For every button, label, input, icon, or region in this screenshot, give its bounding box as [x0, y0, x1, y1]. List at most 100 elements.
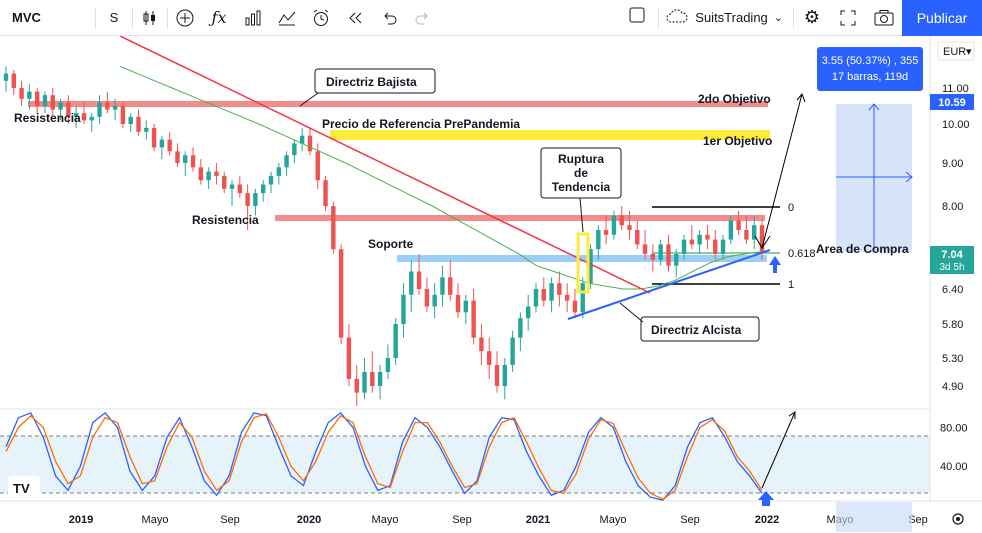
candle-body: [681, 239, 687, 254]
uptrend-line: [567, 249, 771, 320]
layout-name-label: SuitsTrading: [695, 10, 768, 25]
candle-body: [689, 239, 695, 245]
directriz-bajista-label: Directriz Bajista: [326, 75, 417, 89]
candle-body: [198, 167, 204, 181]
sma-line: [119, 65, 763, 290]
symbol-search[interactable]: MVC: [12, 10, 41, 25]
support-line: [397, 255, 767, 262]
time-tick-label: 2020: [297, 514, 321, 526]
measure-box: 3.55 (50.37%) , 355 17 barras, 119d: [817, 47, 923, 91]
candlestick-series: [3, 66, 765, 406]
candle-body: [393, 324, 398, 358]
resistencia-label-upper: Resistencia: [14, 111, 81, 125]
candle-body: [720, 239, 726, 254]
breakout-highlight: [576, 232, 590, 294]
buy-arrow-icon: [769, 256, 781, 273]
obj-1-label: 1er Objetivo: [703, 134, 772, 148]
candle-body: [159, 139, 165, 148]
price-tick-label: 6.40: [942, 284, 963, 296]
chevron-down-icon[interactable]: ⌄: [773, 12, 783, 24]
candle-body: [323, 180, 328, 206]
layout-selector[interactable]: SuitsTrading ⌄: [618, 6, 793, 29]
candle-body: [253, 193, 258, 206]
settings-icon[interactable]: ⚙: [803, 7, 821, 27]
fx-icon[interactable]: ƒx: [211, 8, 227, 27]
price-tick-label: 5.30: [942, 353, 963, 365]
compare-icon[interactable]: [270, 0, 304, 36]
candle-body: [370, 372, 375, 386]
price-tick-label: 9.00: [942, 158, 963, 170]
replay-icon[interactable]: [338, 0, 372, 36]
oscillator-band: [0, 436, 930, 493]
candle-body: [206, 171, 211, 181]
price-axis: [930, 36, 982, 533]
candle-body: [136, 116, 141, 132]
candle-body: [183, 155, 188, 163]
callout-ruptura: Ruptura de Tendencia: [540, 147, 622, 233]
candles-icon[interactable]: [133, 0, 167, 36]
candle-body: [97, 102, 102, 117]
candle-body: [284, 155, 289, 168]
fullscreen-icon[interactable]: [830, 0, 866, 36]
projection-arrowhead-main: [796, 93, 806, 103]
candle-body: [58, 102, 63, 110]
time-ticks: 2019MayoSep2020MayoSep2021MayoSep2022May…: [69, 514, 928, 526]
camera-icon[interactable]: [866, 0, 902, 36]
osc-projection-arrowhead: [788, 411, 796, 419]
time-tick-label: Sep: [452, 514, 472, 526]
candle-body: [112, 106, 118, 110]
currency-selector[interactable]: EUR ▾: [937, 41, 975, 61]
candle-body: [627, 225, 632, 230]
candle-body: [66, 102, 71, 117]
axis-settings-icon[interactable]: [952, 513, 964, 525]
redo-icon[interactable]: [406, 0, 440, 36]
obj-2-label: 2do Objetivo: [698, 92, 771, 106]
stoch-d-line: [5, 413, 763, 500]
candle-body: [525, 306, 531, 319]
candle-body: [603, 230, 609, 235]
price-tick-label: 10.00: [942, 119, 970, 131]
candle-body: [292, 143, 297, 156]
candle-body: [424, 289, 430, 307]
resistencia-label-lower: Resistencia: [192, 213, 259, 227]
pre-pandemic-label: Precio de Referencia PrePandemia: [322, 117, 520, 131]
candle-body: [596, 230, 601, 250]
ruptura-line-1: Ruptura: [558, 152, 604, 166]
candle-body: [611, 215, 617, 235]
time-tick-label: 2021: [526, 514, 550, 526]
candle-body: [34, 91, 40, 106]
candle-body: [752, 225, 757, 240]
candle-body: [128, 116, 133, 124]
candle-body: [3, 73, 9, 81]
undo-icon[interactable]: [372, 0, 406, 36]
candle-body: [245, 193, 250, 206]
resistance-lower-line: [275, 215, 765, 221]
candle-body: [455, 294, 461, 313]
candle-body: [89, 116, 94, 121]
candle-body: [705, 234, 710, 240]
candle-body: [190, 155, 196, 168]
candle-body: [105, 102, 110, 110]
callout-directriz-bajista: Directriz Bajista: [299, 68, 436, 107]
candle-body: [463, 300, 469, 313]
resistance-upper-line: [28, 101, 768, 107]
publish-button[interactable]: Publicar: [902, 0, 982, 36]
candle-body: [588, 249, 593, 284]
toolbar-divider: [658, 6, 660, 29]
candle-body: [728, 220, 734, 240]
fullscreen-select-icon[interactable]: [628, 6, 652, 29]
toolbar-divider: [793, 6, 794, 29]
currency-label: EUR: [943, 46, 966, 58]
candle-body: [315, 151, 320, 181]
candle-body: [19, 88, 24, 99]
add-indicator-icon[interactable]: [168, 0, 202, 36]
interval-button[interactable]: S: [109, 10, 119, 25]
candle-body: [674, 254, 679, 266]
fib-0-label: 0: [788, 202, 794, 214]
layout-icon[interactable]: [236, 0, 270, 36]
alert-icon[interactable]: [304, 0, 338, 36]
toolbar-divider: [132, 6, 133, 29]
candle-body: [502, 365, 508, 386]
last-price-badge: 7.04 3d 5h: [930, 246, 974, 274]
chart-area[interactable]: Directriz Bajista Resistencia Resistenci…: [0, 36, 982, 533]
